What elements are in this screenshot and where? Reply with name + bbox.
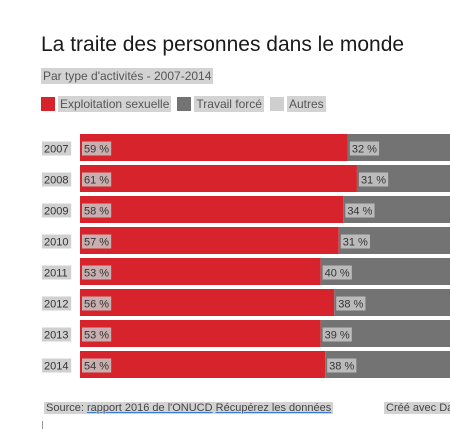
year-label-2008-bg xyxy=(42,172,72,187)
value-label-sexual-exploitation-2014-bg xyxy=(82,358,112,373)
value-label-sexual-exploitation-2007-bg xyxy=(82,141,112,156)
value-label-forced-labour-2014: 38 % xyxy=(329,361,354,373)
value-label-forced-labour-2011: 40 % xyxy=(325,268,350,280)
legend-label-forced-labour: Travail forcé xyxy=(194,96,264,112)
bar-sexual-exploitation-2010[interactable] xyxy=(80,227,339,254)
value-label-sexual-exploitation-2012-bg xyxy=(82,296,112,311)
bar-sexual-exploitation-2013[interactable] xyxy=(80,320,321,347)
bar-sexual-exploitation-2007[interactable] xyxy=(80,134,348,161)
year-label-2014-bg xyxy=(42,358,72,373)
value-label-forced-labour-2010-bg xyxy=(340,234,370,249)
value-label-sexual-exploitation-2012: 56 % xyxy=(84,299,109,311)
year-label-2009-bg xyxy=(42,203,72,218)
year-label-2008: 2008 xyxy=(44,175,68,187)
value-label-sexual-exploitation-2010-bg xyxy=(82,234,112,249)
value-label-sexual-exploitation-2008: 61 % xyxy=(84,175,109,187)
download-data-link[interactable]: Récupérez les données xyxy=(215,402,332,414)
chart-title: La traite des personnes dans le monde xyxy=(41,33,405,56)
year-label-2007: 2007 xyxy=(44,144,68,156)
footer-divider xyxy=(42,421,43,429)
bar-sexual-exploitation-2014[interactable] xyxy=(80,351,326,378)
value-label-sexual-exploitation-2013: 53 % xyxy=(84,330,109,342)
chart-subtitle: Par type d'activités - 2007-2014 xyxy=(41,68,214,84)
value-label-sexual-exploitation-2007: 59 % xyxy=(84,144,109,156)
year-label-2013: 2013 xyxy=(44,330,68,342)
year-label-2012-bg xyxy=(42,296,72,311)
value-label-sexual-exploitation-2009-bg xyxy=(82,203,112,218)
value-label-sexual-exploitation-2010: 57 % xyxy=(84,237,109,249)
value-label-sexual-exploitation-2008-bg xyxy=(82,172,112,187)
legend: Exploitation sexuelle Travail forcé Autr… xyxy=(41,96,332,112)
year-label-2013-bg xyxy=(42,327,72,342)
footer: Source: rapport 2016 de l'ONUCD Récupére… xyxy=(44,402,450,416)
value-label-forced-labour-2012: 38 % xyxy=(338,299,363,311)
legend-label-other: Autres xyxy=(286,96,326,112)
credit-note[interactable]: Créé avec Da xyxy=(384,402,450,414)
value-label-forced-labour-2008-bg xyxy=(358,172,389,187)
legend-item-forced-labour[interactable]: Travail forcé xyxy=(177,96,264,112)
source-prefix: Source: xyxy=(46,402,87,414)
legend-label-sexual-exploitation: Exploitation sexuelle xyxy=(58,96,172,112)
year-label-2010: 2010 xyxy=(44,237,68,249)
value-label-forced-labour-2012-bg xyxy=(336,296,366,311)
value-label-forced-labour-2013-bg xyxy=(322,327,352,342)
value-label-sexual-exploitation-2011: 53 % xyxy=(84,268,109,280)
year-label-2010-bg xyxy=(42,234,72,249)
value-label-sexual-exploitation-2013-bg xyxy=(82,327,112,342)
year-label-2014: 2014 xyxy=(44,361,68,373)
legend-swatch-other xyxy=(269,97,284,111)
year-label-2011: 2011 xyxy=(44,268,68,280)
year-label-2011-bg xyxy=(42,265,72,280)
value-label-forced-labour-2013: 39 % xyxy=(325,330,350,342)
legend-item-other[interactable]: Autres xyxy=(269,96,326,112)
bar-sexual-exploitation-2009[interactable] xyxy=(80,196,344,223)
source-note: Source: rapport 2016 de l'ONUCD Récupére… xyxy=(44,402,334,414)
bar-sexual-exploitation-2011[interactable] xyxy=(80,258,321,285)
year-label-2009: 2009 xyxy=(44,206,68,218)
value-label-sexual-exploitation-2011-bg xyxy=(82,265,112,280)
legend-swatch-sexual-exploitation xyxy=(41,97,55,111)
value-label-forced-labour-2009-bg xyxy=(345,203,375,218)
value-label-forced-labour-2011-bg xyxy=(322,265,352,280)
value-label-sexual-exploitation-2009: 58 % xyxy=(84,206,109,218)
value-label-forced-labour-2007: 32 % xyxy=(352,144,377,156)
value-label-forced-labour-2010: 31 % xyxy=(343,237,368,249)
value-label-forced-labour-2009: 34 % xyxy=(347,206,372,218)
bar-sexual-exploitation-2012[interactable] xyxy=(80,289,335,316)
legend-item-sexual-exploitation[interactable]: Exploitation sexuelle xyxy=(41,96,172,112)
source-link[interactable]: rapport 2016 de l'ONUCD xyxy=(86,402,213,414)
value-label-forced-labour-2014-bg xyxy=(327,358,357,373)
value-label-forced-labour-2008: 31 % xyxy=(361,175,386,187)
value-label-sexual-exploitation-2014: 54 % xyxy=(84,361,109,373)
year-label-2007-bg xyxy=(42,141,72,156)
bar-sexual-exploitation-2008[interactable] xyxy=(80,165,357,192)
legend-swatch-forced-labour xyxy=(177,97,192,111)
year-label-2012: 2012 xyxy=(44,299,68,311)
value-label-forced-labour-2007-bg xyxy=(349,141,380,156)
